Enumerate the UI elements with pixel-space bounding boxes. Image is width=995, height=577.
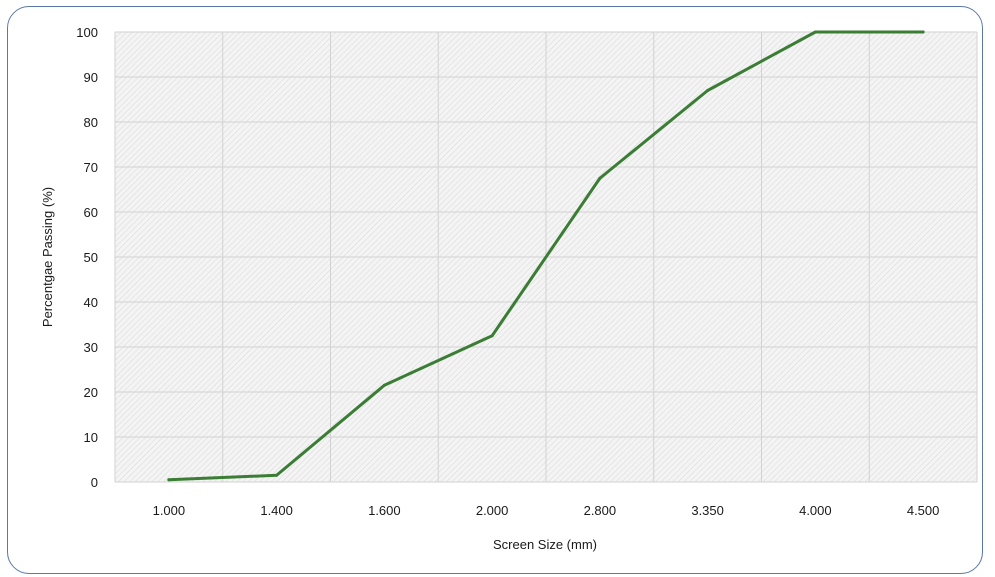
y-tick-label: 40 [84, 295, 98, 310]
data-point [706, 89, 710, 92]
data-point [921, 30, 925, 34]
data-point [167, 478, 171, 482]
x-tick-label: 1.400 [260, 503, 293, 518]
y-tick-label: 50 [84, 250, 98, 265]
y-axis-title: Percentgae Passing (%) [40, 187, 55, 327]
y-axis-ticks: 0 10 20 30 40 50 60 70 80 90 100 [76, 25, 98, 490]
y-tick-label: 100 [76, 25, 98, 40]
x-tick-label: 1.000 [153, 503, 186, 518]
x-tick-label: 4.000 [799, 503, 832, 518]
y-tick-label: 70 [84, 160, 98, 175]
data-point [490, 334, 494, 338]
x-tick-label: 4.500 [907, 503, 940, 518]
x-tick-label: 1.600 [368, 503, 401, 518]
x-tick-label: 3.350 [691, 503, 724, 518]
data-point [598, 176, 602, 180]
y-tick-label: 60 [84, 205, 98, 220]
x-tick-label: 2.000 [476, 503, 509, 518]
y-tick-label: 10 [84, 430, 98, 445]
y-tick-label: 90 [84, 70, 98, 85]
series-line [167, 30, 925, 482]
x-axis-title: Screen Size (mm) [493, 537, 597, 552]
data-point [382, 383, 386, 387]
y-tick-label: 20 [84, 385, 98, 400]
y-tick-label: 30 [84, 340, 98, 355]
x-tick-label: 2.800 [584, 503, 617, 518]
data-point [813, 30, 817, 34]
data-point [275, 473, 279, 477]
y-tick-label: 80 [84, 115, 98, 130]
series-group [167, 30, 925, 482]
y-tick-label: 0 [91, 475, 98, 490]
x-axis-ticks: 1.000 1.400 1.600 2.000 2.800 3.350 4.000 4.500 [153, 503, 940, 518]
